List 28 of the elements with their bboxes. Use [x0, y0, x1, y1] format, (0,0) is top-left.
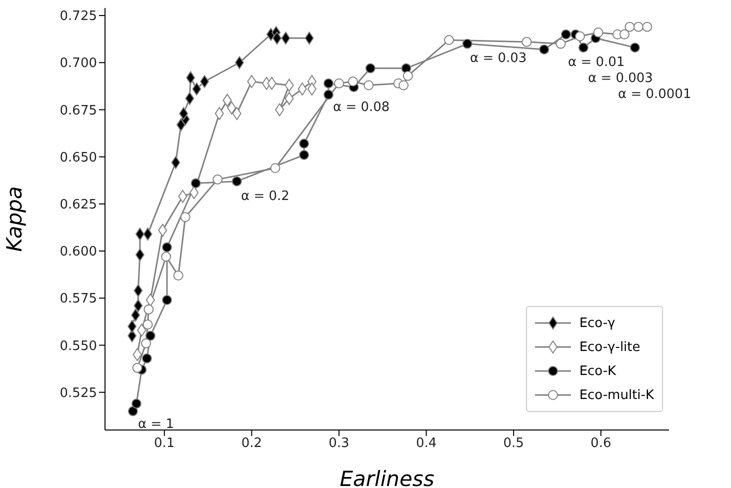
y-tick-label: 0.700	[60, 56, 97, 72]
x-tick-label: 0.3	[328, 436, 350, 452]
y-tick-label: 0.625	[60, 198, 97, 213]
legend-label: Eco-K	[579, 364, 616, 378]
x-axis-title: Earliness	[340, 467, 434, 488]
legend-label: Eco-γ-lite	[579, 340, 640, 354]
annotation: α = 0.01	[568, 55, 625, 70]
x-tick-label: 0.1	[154, 436, 175, 452]
x-tick-label: 0.2	[241, 436, 262, 452]
y-tick-label: 0.600	[60, 244, 97, 260]
annotation: α = 0.2	[241, 189, 290, 204]
x-tick-label: 0.5	[503, 436, 524, 452]
y-tick-label: 0.725	[60, 9, 97, 24]
legend-label: Eco-γ	[579, 316, 616, 330]
y-tick-label: 0.550	[60, 338, 97, 354]
annotation: α = 0.03	[470, 51, 527, 66]
x-tick-label: 0.6	[590, 436, 612, 452]
y-axis-title: Kappa	[2, 186, 26, 252]
annotation: α = 1	[138, 417, 174, 432]
annotation: α = 0.003	[588, 71, 653, 86]
y-tick-label: 0.575	[60, 292, 97, 307]
y-tick-label: 0.525	[60, 386, 97, 401]
annotation: α = 0.08	[333, 100, 390, 115]
legend-label: Eco-multi-K	[579, 388, 654, 402]
y-tick-label: 0.675	[60, 103, 97, 118]
x-tick-label: 0.4	[416, 436, 437, 452]
y-tick-label: 0.650	[60, 150, 97, 166]
annotation: α = 0.0001	[618, 87, 692, 102]
